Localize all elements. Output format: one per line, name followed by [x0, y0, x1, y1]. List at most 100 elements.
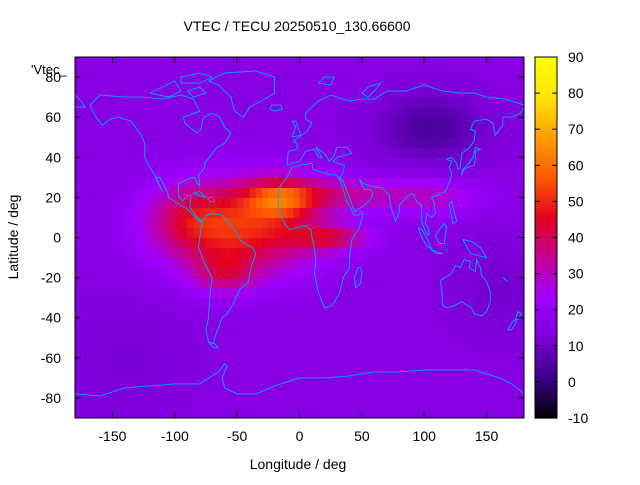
colorbar-segment [535, 111, 557, 115]
heatmap-cell [405, 147, 413, 158]
heatmap-cell [393, 187, 400, 198]
heatmap-cell [336, 197, 344, 209]
heatmap-cell [193, 57, 201, 68]
heatmap-cell [106, 137, 114, 148]
heatmap-cell [93, 67, 101, 78]
heatmap-cell [386, 327, 394, 339]
heatmap-cell [75, 77, 82, 88]
heatmap-cell [299, 187, 307, 198]
heatmap-cell [436, 187, 444, 198]
heatmap-cell [274, 367, 282, 379]
colorbar-segment [535, 384, 557, 389]
heatmap-cell [336, 207, 344, 219]
heatmap-cell [417, 407, 425, 418]
heatmap-cell [424, 237, 432, 249]
heatmap-cell [149, 407, 157, 418]
heatmap-cell [442, 217, 450, 229]
heatmap-cell [168, 377, 176, 389]
heatmap-cell [417, 337, 425, 349]
heatmap-cell [336, 407, 344, 418]
heatmap-cell [199, 137, 207, 148]
heatmap-cell [449, 397, 457, 409]
heatmap-cell [224, 347, 232, 359]
heatmap-cell [162, 137, 170, 148]
heatmap-cell [193, 277, 201, 289]
heatmap-cell [268, 257, 276, 269]
heatmap-cell [467, 207, 475, 219]
heatmap-cell [492, 397, 500, 409]
heatmap-cell [386, 257, 394, 269]
heatmap-cell [93, 227, 101, 239]
heatmap-cell [305, 407, 313, 418]
heatmap-cell [361, 227, 369, 239]
heatmap-cell [455, 67, 463, 78]
heatmap-cell [293, 237, 301, 249]
heatmap-cell [87, 57, 95, 68]
heatmap-cell [374, 57, 382, 68]
heatmap-cell [268, 177, 276, 188]
heatmap-cell [106, 267, 114, 279]
heatmap-cell [87, 307, 95, 319]
heatmap-cell [81, 397, 89, 409]
heatmap-cell [399, 227, 407, 239]
heatmap-cell [517, 267, 524, 279]
heatmap-cell [162, 357, 170, 369]
heatmap-cell [106, 347, 114, 359]
heatmap-cell [124, 167, 132, 178]
heatmap-cell [517, 387, 524, 399]
heatmap-cell [492, 97, 500, 108]
heatmap-cell [368, 207, 375, 219]
heatmap-cell [124, 277, 132, 289]
heatmap-cell [511, 277, 519, 289]
heatmap-cell [480, 387, 488, 399]
heatmap-cell [374, 217, 382, 229]
heatmap-cell [368, 237, 375, 249]
heatmap-cell [399, 87, 407, 98]
heatmap-cell [305, 277, 313, 289]
heatmap-cell [81, 317, 89, 329]
heatmap-cell [75, 317, 82, 329]
heatmap-cell [318, 267, 326, 279]
colorbar-segment [535, 114, 557, 118]
heatmap-cell [156, 317, 163, 329]
heatmap-cell [99, 337, 107, 349]
heatmap-cell [417, 267, 425, 279]
colorbar-tick-label: 0 [568, 374, 576, 390]
heatmap-cell [99, 177, 107, 188]
heatmap-cell [255, 147, 263, 158]
heatmap-cell [361, 407, 369, 418]
heatmap-cell [149, 177, 157, 188]
heatmap-cell [499, 197, 506, 209]
heatmap-cell [511, 387, 519, 399]
colorbar-segment [535, 300, 557, 305]
heatmap-cell [193, 207, 201, 219]
heatmap-cell [224, 157, 232, 168]
heatmap-cell [305, 367, 313, 379]
heatmap-cell [99, 207, 107, 219]
heatmap-cell [106, 297, 114, 309]
heatmap-cell [193, 97, 201, 108]
heatmap-cell [237, 307, 244, 319]
heatmap-cell [486, 257, 494, 269]
heatmap-cell [87, 227, 95, 239]
heatmap-cell [268, 207, 276, 219]
heatmap-cell [386, 307, 394, 319]
heatmap-cell [181, 157, 188, 168]
heatmap-cell [137, 137, 145, 148]
heatmap-cell [118, 377, 126, 389]
heatmap-cell [137, 247, 145, 259]
heatmap-cell [255, 117, 263, 128]
heatmap-cell [280, 67, 288, 78]
heatmap-cell [393, 227, 400, 239]
heatmap-cell [467, 267, 475, 279]
heatmap-cell [467, 297, 475, 309]
heatmap-cell [474, 267, 481, 279]
heatmap-cell [181, 407, 188, 418]
heatmap-cell [305, 287, 313, 299]
heatmap-cell [492, 87, 500, 98]
coastline [208, 70, 276, 118]
heatmap-cell [486, 397, 494, 409]
heatmap-cell [517, 337, 524, 349]
heatmap-cell [99, 107, 107, 118]
heatmap-cell [118, 97, 126, 108]
